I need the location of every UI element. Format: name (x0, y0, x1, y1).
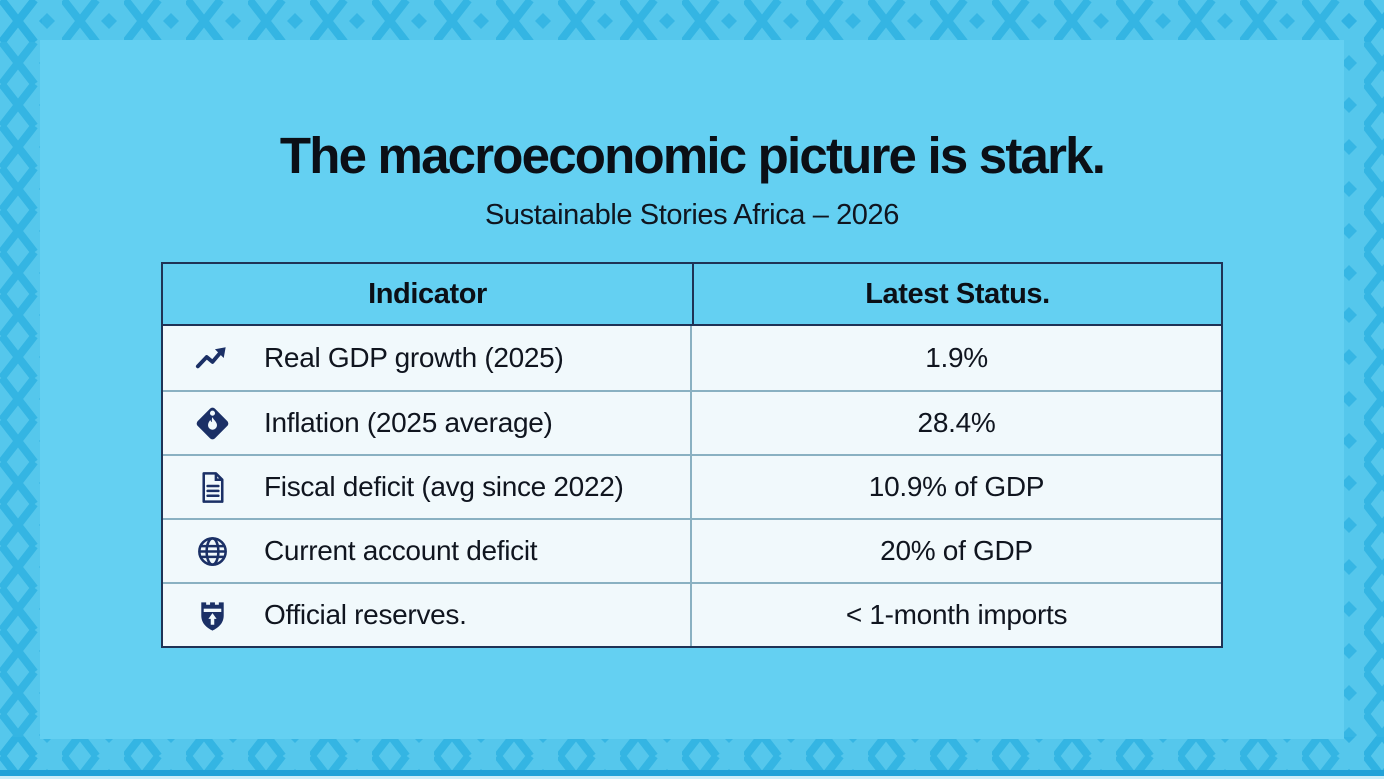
table-row: Fiscal deficit (avg since 2022) 10.9% of… (163, 454, 1221, 518)
indicator-cell: Inflation (2025 average) (163, 392, 692, 454)
slide-subtitle: Sustainable Stories Africa – 2026 (484, 199, 899, 231)
header-cell-indicator: Indicator (368, 277, 487, 310)
table-row: Inflation (2025 average) 28.4% (163, 390, 1221, 454)
slide-panel: The macroeconomic picture is stark. Sust… (40, 40, 1344, 739)
table-header-row: Indicator Latest Status. (163, 264, 1221, 326)
trending-up-icon (195, 346, 226, 368)
table-row: Real GDP growth (2025) 1.9% (163, 326, 1221, 390)
indicator-cell: Fiscal deficit (avg since 2022) (163, 456, 692, 518)
document-icon (202, 471, 224, 503)
status-cell: 28.4% (917, 407, 996, 438)
status-cell: < 1-month imports (845, 599, 1068, 630)
row-label: Inflation (2025 average) (264, 407, 553, 438)
indicator-cell: Current account deficit (163, 520, 692, 582)
indicators-table: Indicator Latest Status. Real GDP growth… (161, 262, 1223, 648)
shield-icon (201, 601, 224, 631)
indicator-cell: Official reserves. (163, 584, 692, 646)
indicator-cell: Real GDP growth (2025) (163, 326, 692, 390)
table-row: Official reserves. < 1-month imports (163, 582, 1221, 646)
slide-title: The macroeconomic picture is stark. (279, 127, 1106, 184)
row-label: Current account deficit (264, 535, 538, 566)
status-cell: 10.9% of GDP (868, 471, 1045, 502)
hot-price-tag-icon (196, 407, 229, 439)
table-row: Current account deficit 20% of GDP (163, 518, 1221, 582)
row-label: Official reserves. (264, 599, 467, 630)
globe-icon (198, 536, 227, 566)
status-cell: 1.9% (925, 342, 988, 373)
status-cell: 20% of GDP (880, 535, 1033, 566)
row-label: Fiscal deficit (avg since 2022) (264, 471, 624, 502)
row-label: Real GDP growth (2025) (264, 342, 564, 373)
header-cell-status: Latest Status. (692, 264, 1221, 324)
